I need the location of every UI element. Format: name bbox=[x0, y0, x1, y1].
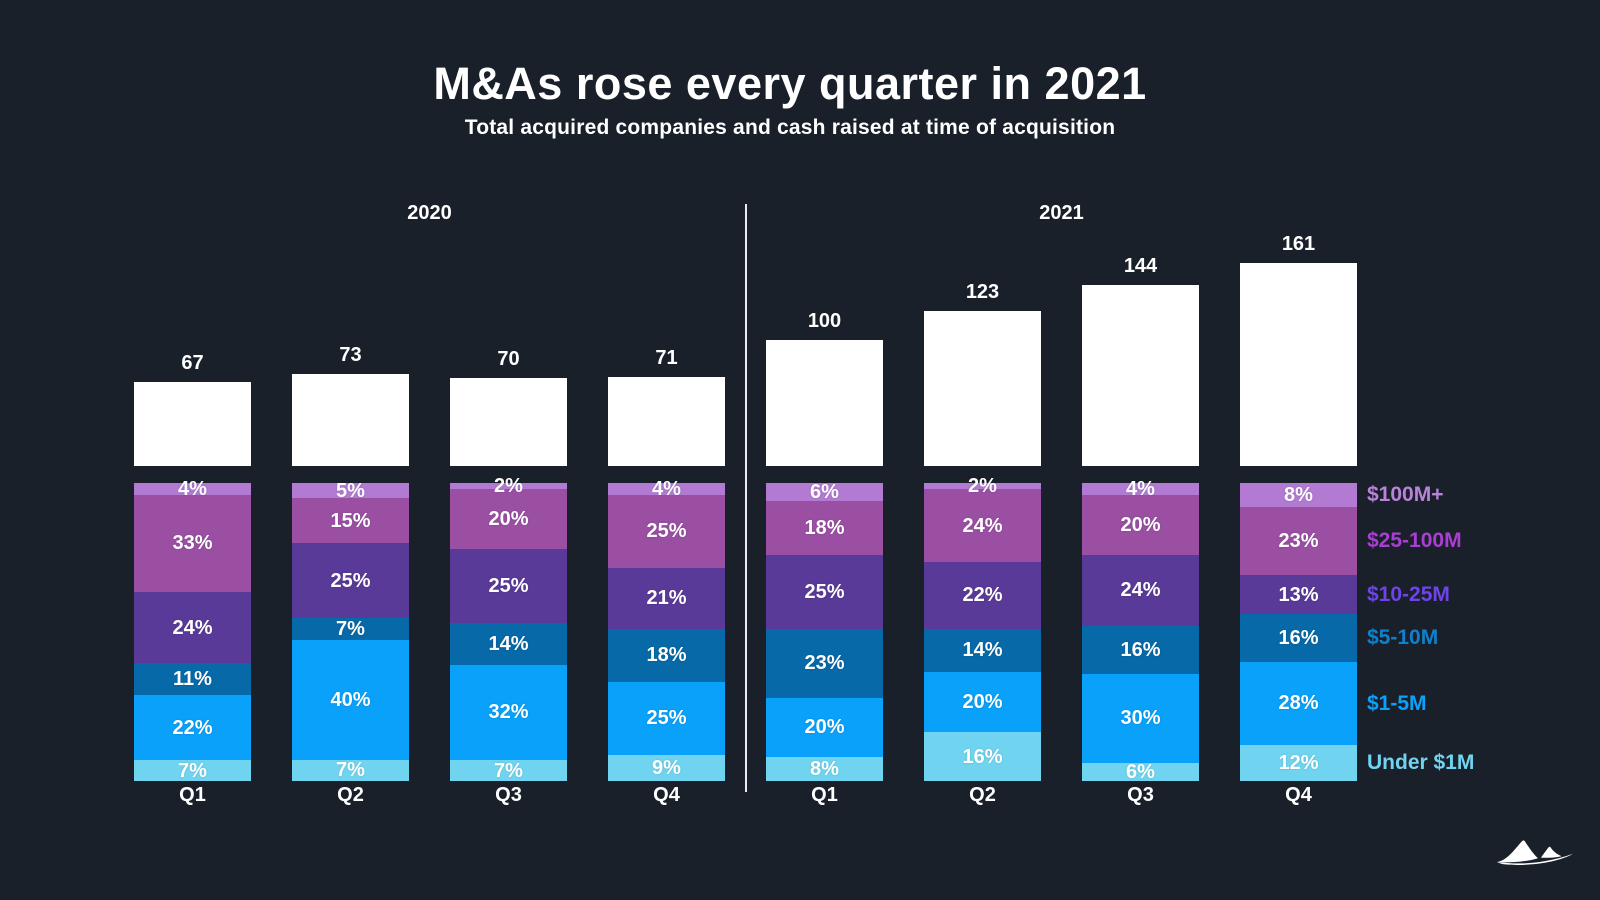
stack-segment: 24% bbox=[134, 592, 251, 663]
stack-segment: 25% bbox=[608, 681, 725, 755]
stack-segment: 4% bbox=[134, 479, 251, 499]
total-value-label: 71 bbox=[655, 347, 678, 369]
stack-segment: 4% bbox=[608, 479, 725, 499]
page-title: M&As rose every quarter in 2021 bbox=[433, 58, 1147, 109]
stack-segment: 14% bbox=[924, 628, 1041, 672]
stack-segment: 40% bbox=[292, 639, 409, 760]
stack-segment: 2% bbox=[450, 476, 567, 496]
stack-segment: 7% bbox=[450, 760, 567, 781]
legend-item: $100M+ bbox=[1367, 482, 1444, 506]
stack-segment: 25% bbox=[450, 548, 567, 624]
stack-segment: 2% bbox=[924, 476, 1041, 496]
quarter-label: Q1 bbox=[811, 784, 838, 806]
year-divider-line bbox=[745, 204, 747, 792]
total-bar bbox=[766, 340, 883, 466]
stacked-percentage-bar: 6% 18% 25% 23% 20% 8% bbox=[766, 482, 883, 781]
stack-segment: 33% bbox=[134, 494, 251, 593]
stack-segment: 22% bbox=[924, 562, 1041, 629]
stack-segment: 23% bbox=[766, 629, 883, 698]
stack-segment: 11% bbox=[134, 662, 251, 696]
stack-segment: 14% bbox=[450, 623, 567, 665]
stack-segment: 28% bbox=[1240, 661, 1357, 746]
stacked-percentage-bar: 2% 20% 25% 14% 32% 7% bbox=[450, 476, 567, 781]
quarter-label: Q1 bbox=[179, 784, 206, 806]
quarter-label: Q2 bbox=[337, 784, 364, 806]
stack-segment: 6% bbox=[766, 482, 883, 502]
legend-item: $1-5M bbox=[1367, 691, 1427, 715]
stack-segment: 7% bbox=[292, 618, 409, 640]
stacked-percentage-bar: 5% 15% 25% 7% 40% 7% bbox=[292, 481, 409, 781]
legend-item: $10-25M bbox=[1367, 582, 1450, 606]
stack-segment: 12% bbox=[1240, 745, 1357, 781]
total-value-label: 70 bbox=[497, 348, 520, 370]
stack-segment: 8% bbox=[766, 757, 883, 781]
legend-item: $25-100M bbox=[1367, 529, 1462, 553]
stack-segment: 24% bbox=[924, 489, 1041, 563]
stack-segment: 30% bbox=[1082, 673, 1199, 764]
stack-segment: 6% bbox=[1082, 762, 1199, 782]
stack-segment: 16% bbox=[1240, 614, 1357, 662]
stack-segment: 16% bbox=[1082, 626, 1199, 674]
stack-segment: 5% bbox=[292, 481, 409, 501]
total-value-label: 100 bbox=[807, 310, 842, 332]
stack-segment: 21% bbox=[608, 567, 725, 630]
stack-segment: 32% bbox=[450, 664, 567, 761]
stack-segment: 7% bbox=[292, 759, 409, 781]
total-value-label: 73 bbox=[339, 344, 362, 366]
stack-segment: 7% bbox=[134, 760, 251, 781]
stack-segment: 22% bbox=[134, 695, 251, 761]
stack-segment: 20% bbox=[1082, 494, 1199, 555]
legend-item: $5-10M bbox=[1367, 625, 1439, 649]
stack-segment: 16% bbox=[924, 732, 1041, 781]
total-bar bbox=[134, 382, 251, 466]
total-value-label: 123 bbox=[965, 281, 1000, 303]
total-bar bbox=[1240, 263, 1357, 466]
stacked-percentage-bar: 4% 20% 24% 16% 30% 6% bbox=[1082, 479, 1199, 782]
year-group-label-2021: 2021 bbox=[1039, 202, 1084, 224]
total-value-label: 144 bbox=[1123, 255, 1158, 277]
total-bar bbox=[924, 311, 1041, 466]
page-subtitle: Total acquired companies and cash raised… bbox=[464, 116, 1116, 139]
total-bar bbox=[450, 378, 567, 466]
stack-segment: 15% bbox=[292, 498, 409, 544]
stack-segment: 20% bbox=[924, 671, 1041, 733]
stack-segment: 20% bbox=[766, 697, 883, 758]
total-value-label: 161 bbox=[1281, 233, 1316, 255]
stack-segment: 4% bbox=[1082, 479, 1199, 499]
stack-segment: 24% bbox=[1082, 554, 1199, 627]
stack-segment: 9% bbox=[608, 754, 725, 781]
stacked-percentage-bar: 4% 33% 24% 11% 22% 7% bbox=[134, 479, 251, 781]
total-value-label: 67 bbox=[181, 352, 204, 374]
total-bar bbox=[1082, 285, 1199, 466]
total-bar bbox=[292, 374, 409, 466]
stacked-percentage-bar: 8% 23% 13% 16% 28% 12% bbox=[1240, 483, 1357, 781]
dune-logo-icon bbox=[1497, 840, 1573, 865]
quarter-label: Q3 bbox=[495, 784, 522, 806]
stack-segment: 25% bbox=[608, 494, 725, 568]
legend-item: Under $1M bbox=[1367, 751, 1475, 775]
quarter-label: Q3 bbox=[1127, 784, 1154, 806]
stack-segment: 18% bbox=[766, 500, 883, 555]
stacked-percentage-bar: 2% 24% 22% 14% 20% 16% bbox=[924, 476, 1041, 781]
stack-segment: 8% bbox=[1240, 483, 1357, 507]
stack-segment: 25% bbox=[766, 554, 883, 629]
stack-segment: 18% bbox=[608, 629, 725, 682]
stack-segment: 20% bbox=[450, 488, 567, 549]
total-bar bbox=[608, 377, 725, 466]
stack-segment: 23% bbox=[1240, 506, 1357, 576]
year-group-label-2020: 2020 bbox=[407, 202, 452, 224]
quarter-label: Q2 bbox=[969, 784, 996, 806]
quarter-label: Q4 bbox=[653, 784, 680, 806]
quarter-label: Q4 bbox=[1285, 784, 1312, 806]
stack-segment: 13% bbox=[1240, 575, 1357, 615]
stacked-percentage-bar: 4% 25% 21% 18% 25% 9% bbox=[608, 479, 725, 781]
stack-segment: 25% bbox=[292, 543, 409, 619]
